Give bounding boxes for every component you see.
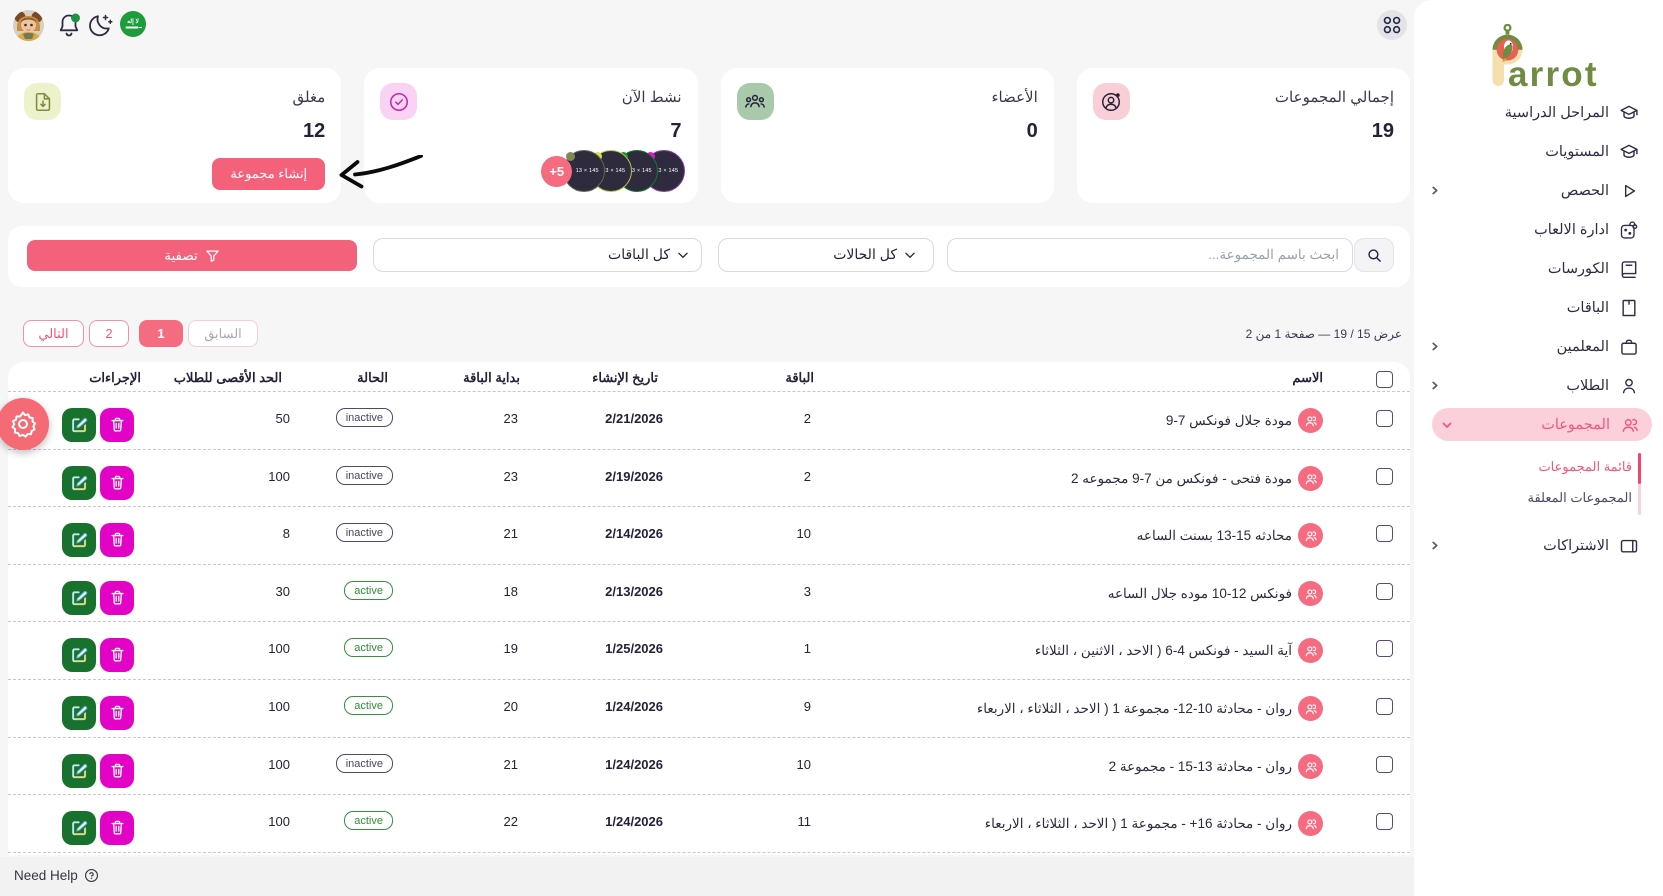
svg-text:لا إله: لا إله	[127, 18, 139, 25]
